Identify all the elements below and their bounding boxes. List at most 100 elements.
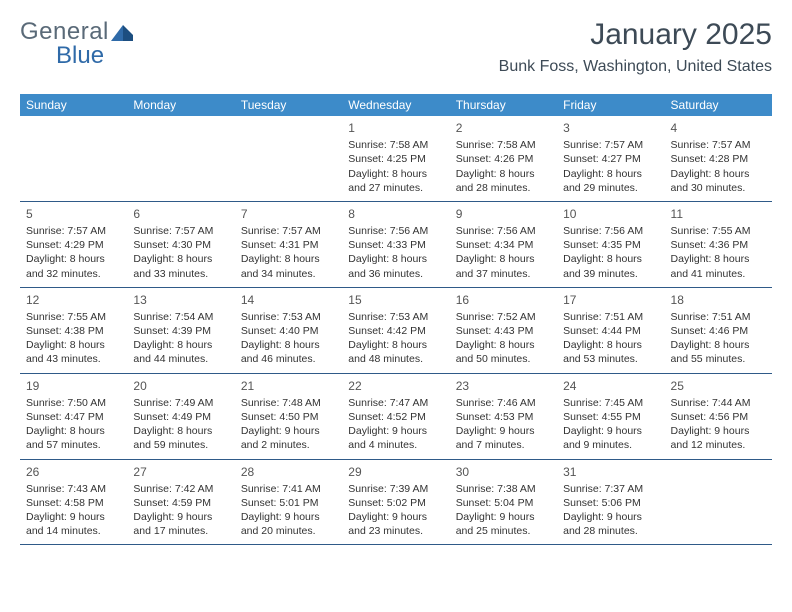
day-info-line: and 20 minutes.	[241, 524, 336, 538]
day-info-line: Daylight: 9 hours	[563, 424, 658, 438]
day-info-line: and 17 minutes.	[133, 524, 228, 538]
day-number: 23	[456, 378, 551, 394]
day-number: 11	[671, 206, 766, 222]
logo-text-blue: Blue	[56, 42, 135, 70]
day-info-line: Daylight: 8 hours	[671, 338, 766, 352]
day-number: 21	[241, 378, 336, 394]
day-number: 13	[133, 292, 228, 308]
day-info-line: Daylight: 8 hours	[563, 338, 658, 352]
day-number: 6	[133, 206, 228, 222]
day-number: 14	[241, 292, 336, 308]
day-cell	[235, 116, 342, 201]
day-info-line: and 12 minutes.	[671, 438, 766, 452]
day-info-line: Sunset: 4:29 PM	[26, 238, 121, 252]
day-number: 17	[563, 292, 658, 308]
day-cell: 21Sunrise: 7:48 AMSunset: 4:50 PMDayligh…	[235, 374, 342, 459]
day-info-line: Daylight: 8 hours	[671, 252, 766, 266]
day-info-line: Sunrise: 7:57 AM	[241, 224, 336, 238]
calendar-grid: Sunday Monday Tuesday Wednesday Thursday…	[20, 94, 772, 545]
week-row: 26Sunrise: 7:43 AMSunset: 4:58 PMDayligh…	[20, 460, 772, 546]
day-cell: 23Sunrise: 7:46 AMSunset: 4:53 PMDayligh…	[450, 374, 557, 459]
day-number: 24	[563, 378, 658, 394]
day-cell: 9Sunrise: 7:56 AMSunset: 4:34 PMDaylight…	[450, 202, 557, 287]
week-row: 12Sunrise: 7:55 AMSunset: 4:38 PMDayligh…	[20, 288, 772, 374]
day-cell: 7Sunrise: 7:57 AMSunset: 4:31 PMDaylight…	[235, 202, 342, 287]
day-info-line: Sunset: 4:50 PM	[241, 410, 336, 424]
day-cell: 13Sunrise: 7:54 AMSunset: 4:39 PMDayligh…	[127, 288, 234, 373]
day-number: 4	[671, 120, 766, 136]
day-info-line: Sunset: 4:53 PM	[456, 410, 551, 424]
day-info-line: and 27 minutes.	[348, 181, 443, 195]
day-info-line: and 23 minutes.	[348, 524, 443, 538]
day-info-line: Sunset: 4:44 PM	[563, 324, 658, 338]
day-number: 5	[26, 206, 121, 222]
day-info-line: Daylight: 8 hours	[456, 338, 551, 352]
day-info-line: and 43 minutes.	[26, 352, 121, 366]
day-info-line: Sunrise: 7:56 AM	[348, 224, 443, 238]
day-info-line: Daylight: 9 hours	[348, 510, 443, 524]
weekday-header: Monday	[127, 94, 234, 116]
day-cell: 1Sunrise: 7:58 AMSunset: 4:25 PMDaylight…	[342, 116, 449, 201]
day-cell: 16Sunrise: 7:52 AMSunset: 4:43 PMDayligh…	[450, 288, 557, 373]
day-number: 25	[671, 378, 766, 394]
day-info-line: Sunset: 4:34 PM	[456, 238, 551, 252]
day-info-line: Sunset: 4:42 PM	[348, 324, 443, 338]
day-info-line: Sunrise: 7:39 AM	[348, 482, 443, 496]
page-header: General Blue January 2025 Bunk Foss, Was…	[20, 18, 772, 76]
day-info-line: Daylight: 8 hours	[241, 252, 336, 266]
day-cell: 2Sunrise: 7:58 AMSunset: 4:26 PMDaylight…	[450, 116, 557, 201]
day-info-line: and 39 minutes.	[563, 267, 658, 281]
day-info-line: Sunset: 4:58 PM	[26, 496, 121, 510]
day-cell: 22Sunrise: 7:47 AMSunset: 4:52 PMDayligh…	[342, 374, 449, 459]
day-number: 26	[26, 464, 121, 480]
weekday-header: Friday	[557, 94, 664, 116]
day-info-line: Daylight: 9 hours	[133, 510, 228, 524]
day-number: 8	[348, 206, 443, 222]
day-cell: 26Sunrise: 7:43 AMSunset: 4:58 PMDayligh…	[20, 460, 127, 545]
day-number: 1	[348, 120, 443, 136]
day-info-line: and 28 minutes.	[563, 524, 658, 538]
day-cell: 12Sunrise: 7:55 AMSunset: 4:38 PMDayligh…	[20, 288, 127, 373]
day-info-line: Sunset: 4:36 PM	[671, 238, 766, 252]
day-info-line: Sunset: 4:28 PM	[671, 152, 766, 166]
day-cell: 31Sunrise: 7:37 AMSunset: 5:06 PMDayligh…	[557, 460, 664, 545]
day-number: 16	[456, 292, 551, 308]
day-info-line: Sunrise: 7:53 AM	[241, 310, 336, 324]
day-info-line: Sunrise: 7:57 AM	[133, 224, 228, 238]
day-info-line: Daylight: 8 hours	[456, 252, 551, 266]
day-info-line: Sunset: 4:40 PM	[241, 324, 336, 338]
day-info-line: Daylight: 8 hours	[133, 252, 228, 266]
day-info-line: Sunset: 4:49 PM	[133, 410, 228, 424]
day-info-line: Sunrise: 7:57 AM	[563, 138, 658, 152]
day-number: 31	[563, 464, 658, 480]
day-number: 18	[671, 292, 766, 308]
day-number: 9	[456, 206, 551, 222]
day-info-line: Sunrise: 7:48 AM	[241, 396, 336, 410]
day-info-line: and 32 minutes.	[26, 267, 121, 281]
day-number: 15	[348, 292, 443, 308]
day-info-line: and 41 minutes.	[671, 267, 766, 281]
day-info-line: and 34 minutes.	[241, 267, 336, 281]
day-cell: 18Sunrise: 7:51 AMSunset: 4:46 PMDayligh…	[665, 288, 772, 373]
day-info-line: Sunrise: 7:53 AM	[348, 310, 443, 324]
day-info-line: Sunrise: 7:56 AM	[563, 224, 658, 238]
day-cell: 3Sunrise: 7:57 AMSunset: 4:27 PMDaylight…	[557, 116, 664, 201]
day-info-line: Sunset: 5:01 PM	[241, 496, 336, 510]
day-info-line: Sunset: 4:56 PM	[671, 410, 766, 424]
day-info-line: and 36 minutes.	[348, 267, 443, 281]
day-cell: 11Sunrise: 7:55 AMSunset: 4:36 PMDayligh…	[665, 202, 772, 287]
day-cell: 29Sunrise: 7:39 AMSunset: 5:02 PMDayligh…	[342, 460, 449, 545]
day-info-line: Sunrise: 7:37 AM	[563, 482, 658, 496]
day-info-line: Daylight: 9 hours	[456, 424, 551, 438]
day-info-line: Daylight: 8 hours	[133, 338, 228, 352]
day-cell: 25Sunrise: 7:44 AMSunset: 4:56 PMDayligh…	[665, 374, 772, 459]
day-number: 12	[26, 292, 121, 308]
day-number: 2	[456, 120, 551, 136]
day-info-line: and 25 minutes.	[456, 524, 551, 538]
day-info-line: Sunrise: 7:41 AM	[241, 482, 336, 496]
day-info-line: Sunrise: 7:51 AM	[563, 310, 658, 324]
day-cell: 4Sunrise: 7:57 AMSunset: 4:28 PMDaylight…	[665, 116, 772, 201]
day-info-line: Daylight: 8 hours	[26, 424, 121, 438]
day-cell: 15Sunrise: 7:53 AMSunset: 4:42 PMDayligh…	[342, 288, 449, 373]
day-info-line: Daylight: 8 hours	[348, 252, 443, 266]
